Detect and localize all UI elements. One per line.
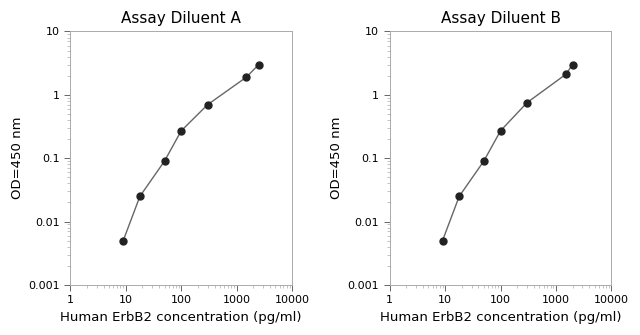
Y-axis label: OD=450 nm: OD=450 nm [11,117,24,199]
Y-axis label: OD=450 nm: OD=450 nm [330,117,344,199]
X-axis label: Human ErbB2 concentration (pg/ml): Human ErbB2 concentration (pg/ml) [60,311,302,324]
Title: Assay Diluent B: Assay Diluent B [440,11,561,26]
Title: Assay Diluent A: Assay Diluent A [121,11,241,26]
X-axis label: Human ErbB2 concentration (pg/ml): Human ErbB2 concentration (pg/ml) [380,311,621,324]
